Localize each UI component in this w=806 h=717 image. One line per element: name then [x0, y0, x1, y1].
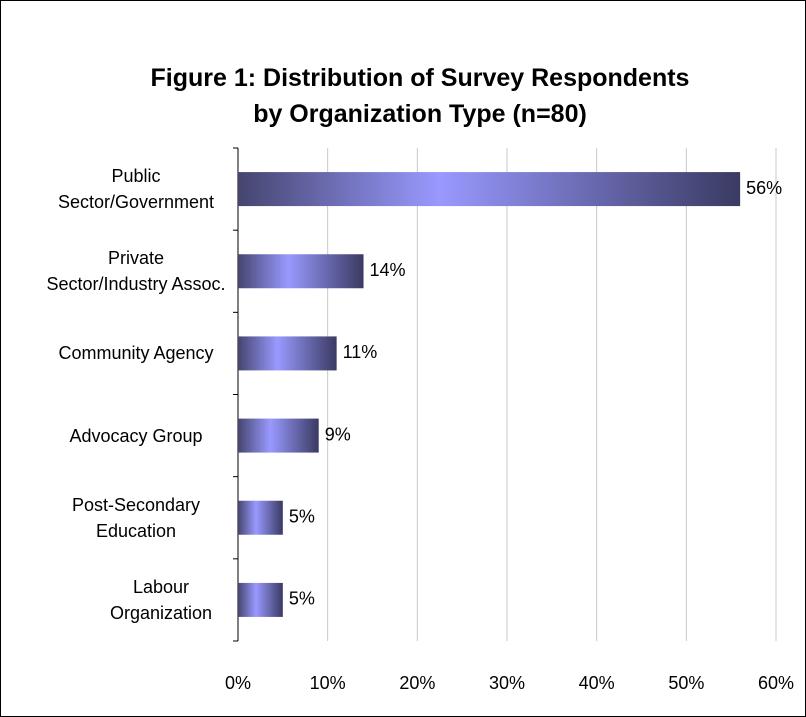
data-label: 11% [343, 342, 378, 362]
bar [238, 418, 319, 453]
x-tick-label: 40% [579, 673, 615, 693]
data-label: 5% [289, 507, 315, 527]
data-label: 56% [746, 178, 782, 198]
data-label: 5% [289, 589, 315, 609]
x-tick-label: 60% [758, 673, 794, 693]
chart-title: Figure 1: Distribution of Survey Respond… [150, 64, 690, 128]
y-tick-label: Private Sector/Industry Assoc. [46, 248, 226, 295]
data-label: 9% [325, 424, 351, 444]
x-tick-label: 0% [225, 673, 251, 693]
x-tick-label: 10% [310, 673, 346, 693]
data-label: 14% [370, 260, 406, 280]
y-tick-label: Community Agency [58, 343, 214, 364]
bar [238, 172, 741, 207]
bar [238, 336, 337, 371]
x-tick-label: 50% [668, 673, 704, 693]
y-tick-label: Labour Organization [109, 576, 213, 623]
bar [238, 254, 364, 289]
bar [238, 582, 283, 617]
x-tick-label: 20% [399, 673, 435, 693]
y-tick-label: Public Sector/Government [57, 166, 215, 213]
y-tick-label: Post-Secondary Education [71, 494, 201, 541]
bar [238, 500, 283, 535]
y-tick-label: Advocacy Group [69, 425, 203, 446]
x-tick-label: 30% [489, 673, 525, 693]
